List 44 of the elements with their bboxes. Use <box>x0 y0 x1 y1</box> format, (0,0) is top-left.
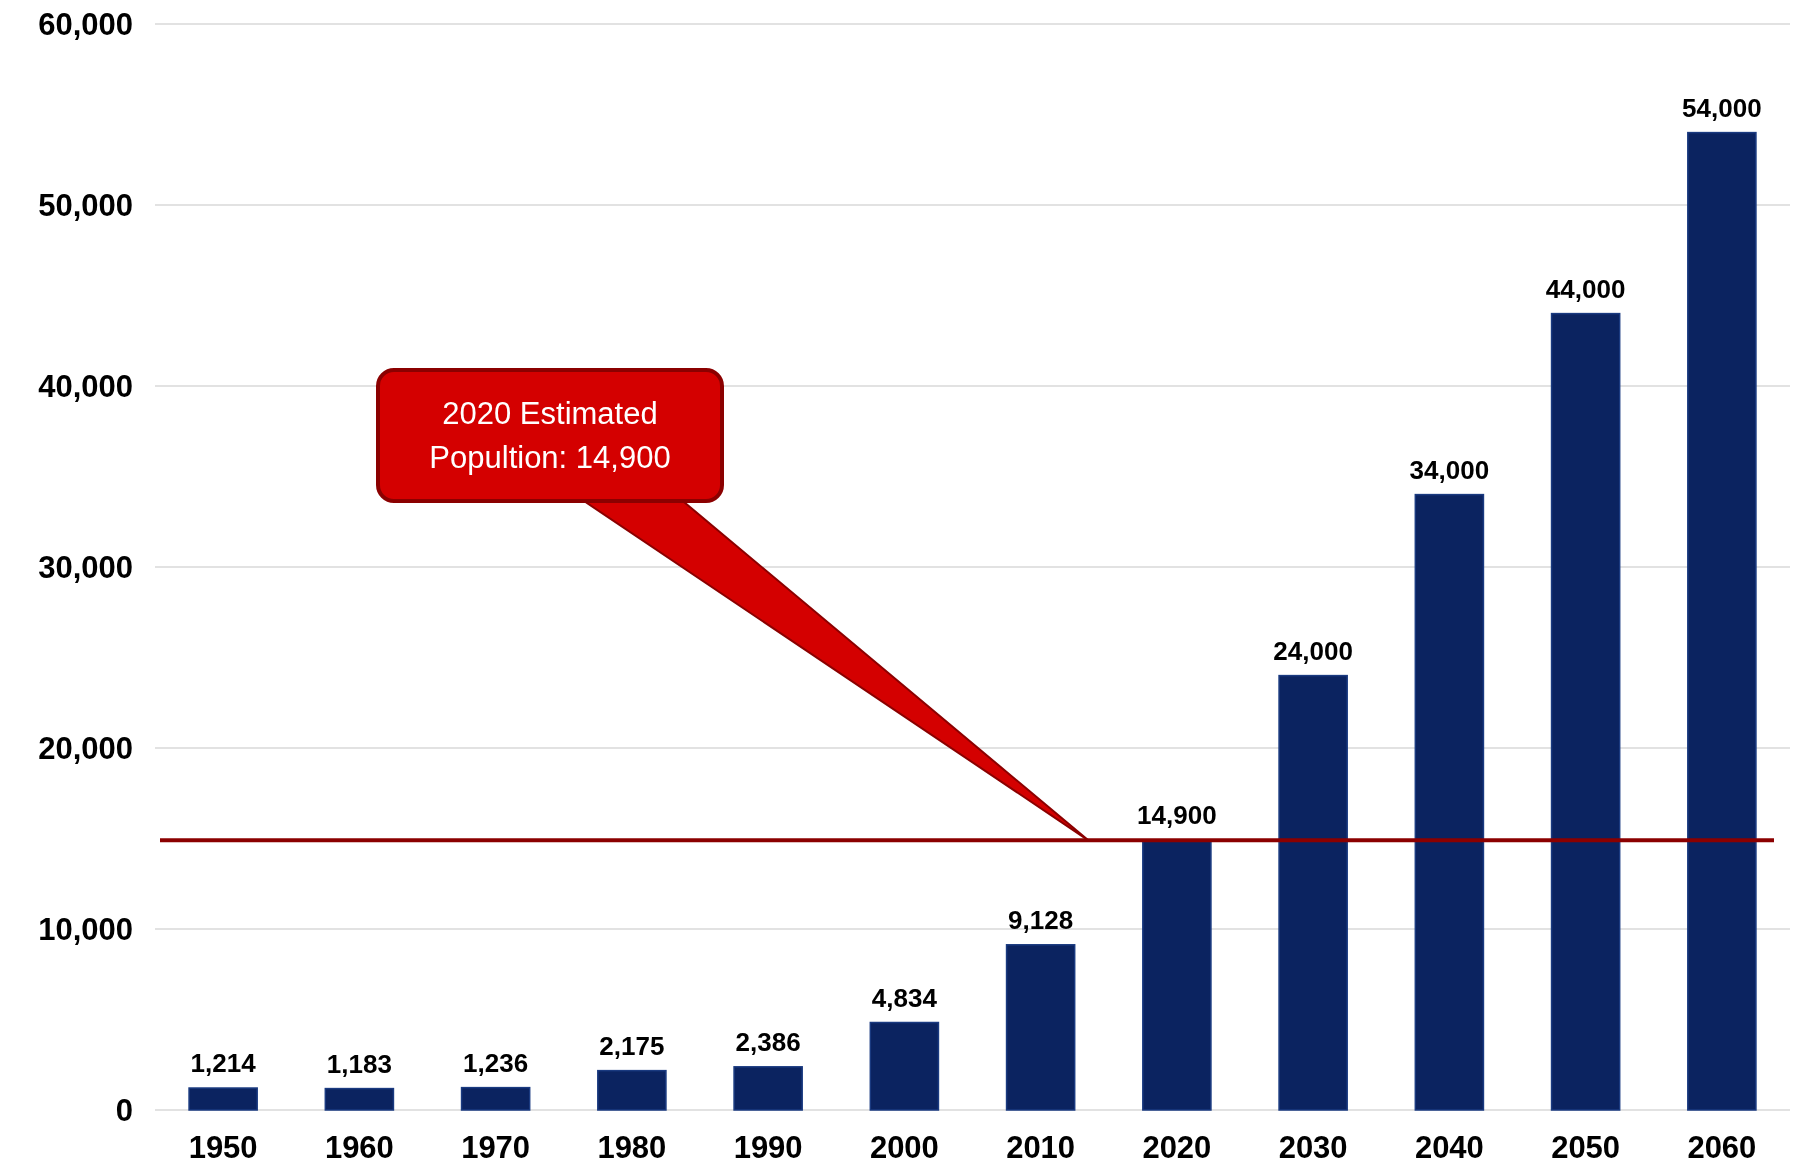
y-tick-label: 30,000 <box>38 549 133 585</box>
x-tick-label: 1950 <box>188 1130 258 1165</box>
bar <box>1278 674 1348 1111</box>
x-tick-label: 1980 <box>597 1130 667 1165</box>
x-tick-label: 2000 <box>869 1130 939 1165</box>
bar <box>1005 944 1076 1111</box>
bar <box>460 1086 531 1111</box>
x-tick-label: 2010 <box>1006 1130 1076 1165</box>
data-label: 44,000 <box>1545 273 1626 304</box>
y-tick-label: 40,000 <box>38 368 133 404</box>
bar <box>869 1021 940 1111</box>
data-label: 54,000 <box>1682 92 1762 123</box>
x-tick-label: 1960 <box>324 1130 394 1165</box>
data-label: 1,183 <box>326 1048 392 1079</box>
data-label: 24,000 <box>1273 635 1353 666</box>
data-label: 1,214 <box>190 1048 257 1079</box>
bar <box>1687 131 1757 1111</box>
data-label: 1,236 <box>463 1047 529 1078</box>
data-label: 4,834 <box>871 982 938 1013</box>
y-tick-label: 0 <box>115 1092 133 1128</box>
x-tick-label: 2030 <box>1278 1130 1348 1165</box>
x-tick-label: 2050 <box>1551 1130 1621 1165</box>
bar <box>1550 312 1621 1111</box>
bar <box>733 1066 803 1111</box>
y-tick-label: 60,000 <box>38 6 133 42</box>
x-tick-label: 1990 <box>733 1130 803 1165</box>
bar <box>1142 839 1212 1111</box>
data-label: 2,175 <box>599 1030 665 1061</box>
y-tick-label: 10,000 <box>38 911 133 947</box>
bar <box>1414 493 1485 1111</box>
data-label: 14,900 <box>1137 800 1217 831</box>
data-label: 9,128 <box>1008 904 1074 935</box>
data-label: 2,386 <box>735 1026 801 1057</box>
bar <box>597 1069 667 1111</box>
bar <box>324 1087 395 1111</box>
x-tick-label: 2060 <box>1687 1130 1757 1165</box>
x-tick-label: 2020 <box>1142 1130 1212 1165</box>
x-tick-label: 1970 <box>461 1130 531 1165</box>
y-tick-label: 20,000 <box>38 730 133 766</box>
bar <box>188 1087 258 1111</box>
annotation: 2020 Estimated Popultion: 14,900 <box>429 396 671 475</box>
y-tick-label: 50,000 <box>38 187 133 223</box>
data-label: 34,000 <box>1409 454 1490 485</box>
x-tick-label: 2040 <box>1414 1130 1484 1165</box>
